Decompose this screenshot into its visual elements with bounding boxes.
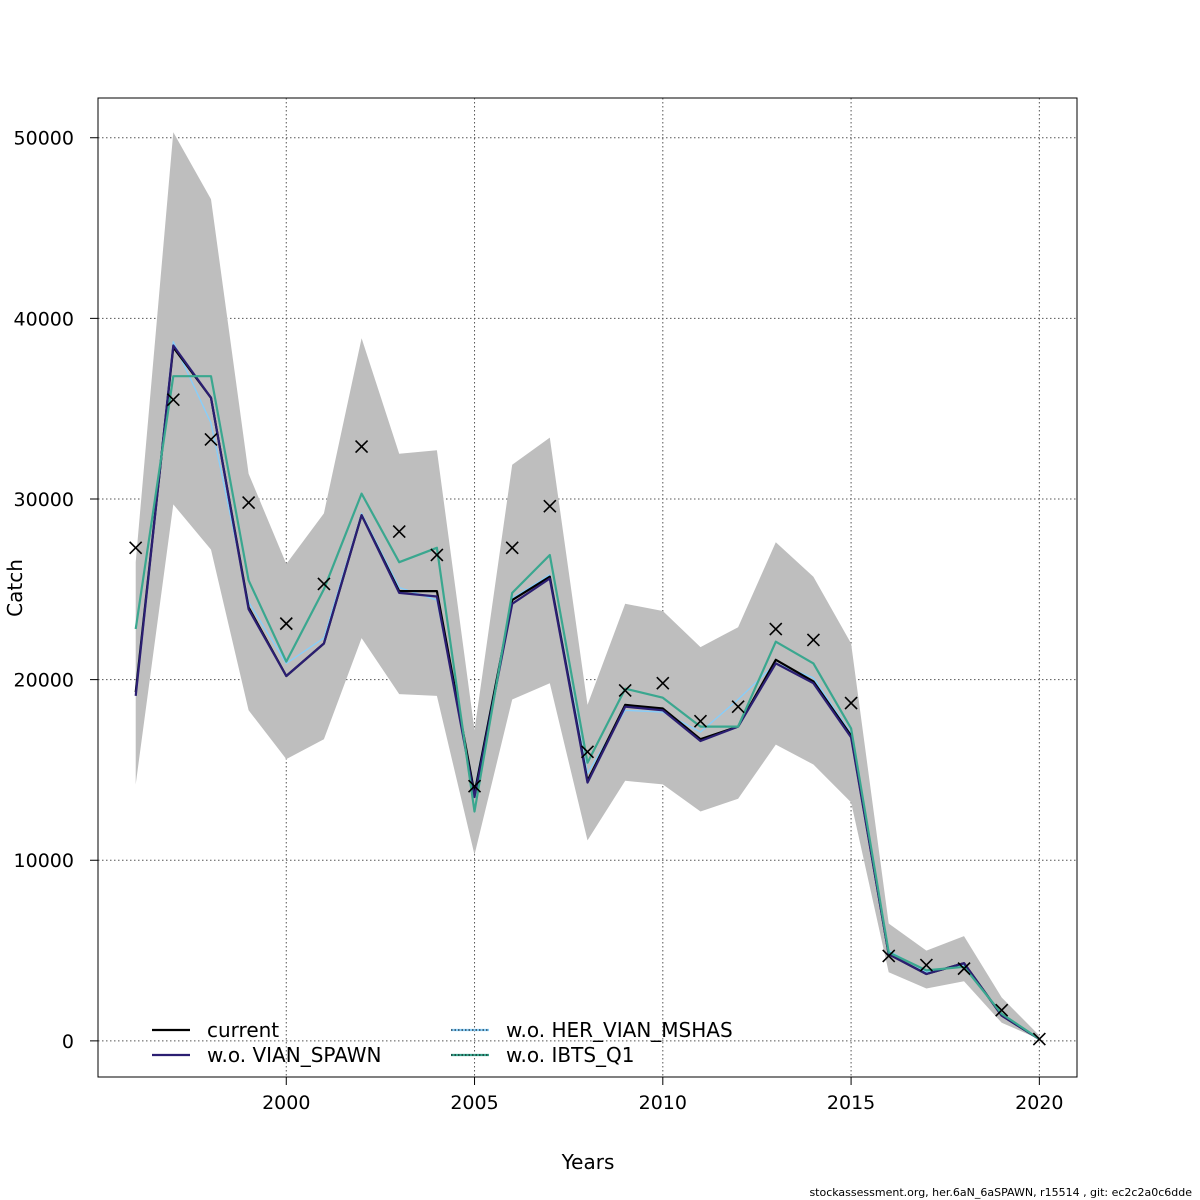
observed-point xyxy=(166,393,180,407)
footer-credit: stockassessment.org, her.6aN_6aSPAWN, r1… xyxy=(809,1186,1192,1199)
observed-point-stroke xyxy=(1032,1032,1046,1046)
observed-point-stroke xyxy=(543,499,557,513)
y-tick-label: 0 xyxy=(62,1031,74,1053)
observed-point-stroke xyxy=(995,1003,1009,1017)
observed-point-stroke xyxy=(844,696,858,710)
observed-point xyxy=(769,622,783,636)
observed-point xyxy=(882,949,896,963)
legend-item: w.o. HER_VIAN_MSHAS xyxy=(451,1018,733,1042)
observed-point-stroke xyxy=(204,432,218,446)
legend-label: w.o. HER_VIAN_MSHAS xyxy=(506,1018,733,1042)
observed-point-stroke xyxy=(355,440,369,454)
y-tick-label: 30000 xyxy=(14,489,74,511)
observed-point xyxy=(844,696,858,710)
observed-point-stroke xyxy=(919,958,933,972)
observed-point xyxy=(580,745,595,759)
observed-point xyxy=(355,440,369,454)
observed-point xyxy=(806,633,820,647)
confidence-band xyxy=(135,132,1040,1040)
observed-point-stroke xyxy=(580,745,595,759)
observed-point xyxy=(430,548,444,562)
observed-point xyxy=(204,432,218,446)
observed-point-stroke xyxy=(279,617,293,631)
x-axis: 2000 2005 2010 2015 2020 xyxy=(262,1077,1064,1114)
series-line-3 xyxy=(134,375,1040,1041)
observed-point xyxy=(242,496,256,510)
legend-item: w.o. VIAN_SPAWN xyxy=(152,1043,382,1067)
observed-point-stroke xyxy=(882,949,896,963)
y-axis: 0 10000 20000 30000 40000 50000 xyxy=(14,128,98,1053)
observed-point-stroke xyxy=(392,524,406,539)
observed-point xyxy=(392,524,406,539)
observed-point xyxy=(656,676,670,690)
observed-point-stroke xyxy=(769,622,783,636)
series-layer xyxy=(134,341,1040,1041)
legend-label: current xyxy=(207,1018,279,1042)
observed-point-stroke xyxy=(166,393,180,407)
observed-point-stroke xyxy=(467,779,482,793)
legend-item: current xyxy=(152,1018,279,1042)
observed-point xyxy=(919,958,933,972)
observed-point xyxy=(731,700,745,714)
observed-point-stroke xyxy=(618,683,632,698)
x-axis-title: Years xyxy=(561,1150,615,1174)
observed-point-stroke xyxy=(317,577,331,591)
observed-point xyxy=(618,683,632,698)
y-tick-label: 10000 xyxy=(14,850,74,872)
confidence-band-layer xyxy=(135,132,1040,1040)
y-tick-label: 50000 xyxy=(14,128,74,150)
observed-point xyxy=(129,541,143,555)
observed-point-stroke xyxy=(731,700,745,714)
legend-label: w.o. VIAN_SPAWN xyxy=(207,1043,382,1067)
observed-point xyxy=(1032,1032,1046,1046)
observed-point xyxy=(543,499,557,513)
observed-point-stroke xyxy=(806,633,820,647)
legend-label: w.o. IBTS_Q1 xyxy=(506,1043,634,1067)
observed-point xyxy=(995,1003,1009,1017)
legend-item: w.o. IBTS_Q1 xyxy=(451,1043,634,1067)
observed-point xyxy=(317,577,331,591)
y-axis-title: Catch xyxy=(3,559,27,617)
observed-point-stroke xyxy=(242,496,256,510)
observed-point-stroke xyxy=(129,541,143,555)
series-line-1 xyxy=(134,344,1040,1041)
x-tick-label: 2020 xyxy=(1015,1092,1063,1114)
observed-point xyxy=(693,714,708,728)
x-tick-label: 2015 xyxy=(827,1092,875,1114)
observed-point-stroke xyxy=(656,676,670,690)
y-tick-label: 20000 xyxy=(14,670,74,692)
observed-point-stroke xyxy=(505,541,519,555)
observed-point xyxy=(279,617,293,631)
x-tick-label: 2005 xyxy=(450,1092,498,1114)
plot-frame xyxy=(97,97,1078,1078)
observed-point xyxy=(467,779,482,793)
observed-point-stroke xyxy=(430,548,444,562)
observed-point-stroke xyxy=(693,714,708,728)
x-tick-label: 2000 xyxy=(262,1092,310,1114)
observed-point xyxy=(957,962,971,976)
observed-point-stroke xyxy=(957,962,971,976)
observed-markers xyxy=(129,393,1046,1046)
x-tick-label: 2010 xyxy=(639,1092,687,1114)
observed-point xyxy=(505,541,519,555)
y-tick-label: 40000 xyxy=(14,308,74,330)
